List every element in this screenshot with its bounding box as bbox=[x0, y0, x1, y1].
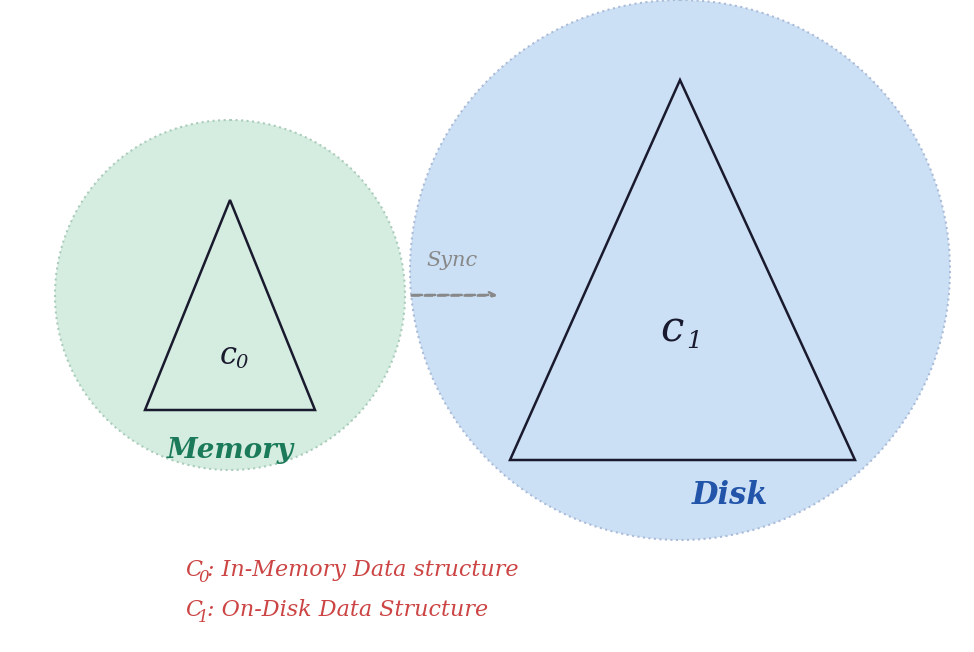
Text: C: C bbox=[185, 559, 202, 581]
Text: 1: 1 bbox=[686, 331, 702, 353]
Text: Sync: Sync bbox=[427, 251, 477, 270]
Text: 0: 0 bbox=[236, 354, 248, 372]
Text: Disk: Disk bbox=[692, 479, 768, 511]
Text: c: c bbox=[219, 340, 237, 370]
Circle shape bbox=[410, 0, 950, 540]
Polygon shape bbox=[510, 80, 855, 460]
Text: c: c bbox=[660, 309, 684, 351]
Circle shape bbox=[55, 120, 405, 470]
Text: C: C bbox=[185, 599, 202, 621]
Polygon shape bbox=[145, 200, 315, 410]
Text: 1: 1 bbox=[198, 608, 208, 625]
Text: : On-Disk Data Structure: : On-Disk Data Structure bbox=[207, 599, 488, 621]
Text: : In-Memory Data structure: : In-Memory Data structure bbox=[207, 559, 518, 581]
Text: 0: 0 bbox=[198, 569, 208, 585]
Text: Memory: Memory bbox=[167, 436, 293, 464]
